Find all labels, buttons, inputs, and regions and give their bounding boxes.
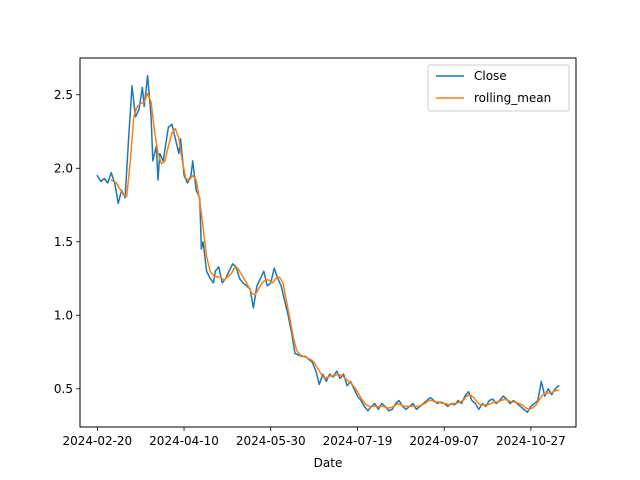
x-tick-label: 2024-09-07 bbox=[409, 434, 479, 448]
y-tick-label: 2.0 bbox=[54, 161, 73, 175]
x-tick-label: 2024-07-19 bbox=[323, 434, 393, 448]
y-axis: 0.5 1.0 1.5 2.0 2.5 bbox=[54, 88, 80, 396]
y-tick-label: 0.5 bbox=[54, 382, 73, 396]
series-line-rolling-mean bbox=[110, 92, 560, 411]
series-layer bbox=[96, 74, 560, 414]
legend-label-rolling-mean: rolling_mean bbox=[474, 91, 551, 105]
legend-label-close: Close bbox=[474, 69, 507, 83]
x-axis-label: Date bbox=[314, 456, 343, 470]
y-tick-label: 2.5 bbox=[54, 88, 73, 102]
x-tick-label: 2024-02-20 bbox=[62, 434, 132, 448]
x-tick-label: 2024-05-30 bbox=[236, 434, 306, 448]
x-tick-label: 2024-10-27 bbox=[496, 434, 566, 448]
series-line-close bbox=[96, 74, 560, 414]
plot-frame bbox=[79, 57, 577, 428]
legend: Close rolling_mean bbox=[427, 64, 570, 112]
x-tick-label: 2024-04-10 bbox=[149, 434, 219, 448]
y-tick-label: 1.5 bbox=[54, 235, 73, 249]
y-tick-label: 1.0 bbox=[54, 308, 73, 322]
x-axis: 2024-02-20 2024-04-10 2024-05-30 2024-07-19… bbox=[62, 427, 566, 448]
